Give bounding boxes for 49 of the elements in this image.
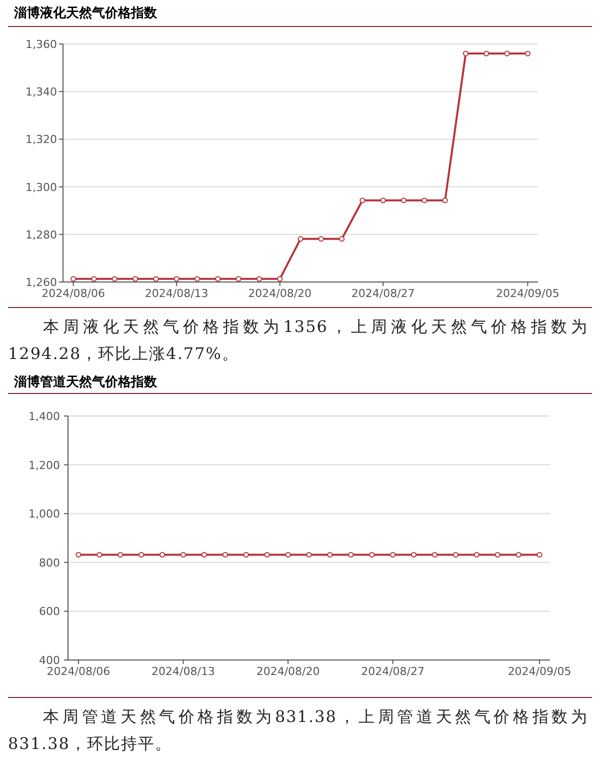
x-tick-label: 2024/08/27 <box>351 287 415 300</box>
point <box>236 276 242 282</box>
y-tick-label: 1,000 <box>28 508 60 521</box>
x-tick-label: 2024/08/06 <box>42 287 106 300</box>
text: 本周管道天然气价格指数为831.38，上周管道天然气价格指数为831.38，环比持平。 <box>8 706 588 755</box>
point <box>132 276 138 282</box>
point <box>422 198 428 204</box>
point <box>462 50 469 56</box>
text: 本周液化天然气价格指数为1356，上周液化天然气价格指数为1294.28，环比上涨4.77%。 <box>8 316 588 365</box>
point <box>91 276 97 282</box>
x-tick-label: 2024/09/05 <box>496 287 560 300</box>
y-tick-label: 1,320 <box>26 133 57 146</box>
x-tick-label: 2024/08/13 <box>152 665 215 678</box>
point <box>442 198 448 204</box>
y-tick-label: 1,360 <box>26 38 57 51</box>
x-tick-label: 2024/09/05 <box>508 665 572 678</box>
point <box>70 276 76 282</box>
point <box>277 276 283 282</box>
x-tick-label: 2024/08/27 <box>361 665 425 678</box>
point <box>256 276 262 282</box>
point <box>112 276 118 282</box>
point <box>504 50 510 56</box>
point <box>194 276 200 282</box>
point <box>360 198 366 204</box>
x-tick-label: 2024/08/13 <box>144 287 208 300</box>
x-tick-label: 2024/08/06 <box>46 665 110 678</box>
point <box>400 198 407 204</box>
point <box>484 50 490 56</box>
point <box>298 236 304 242</box>
y-tick-label: 400 <box>39 654 60 667</box>
y-tick-label: 800 <box>39 556 60 570</box>
point <box>174 276 180 282</box>
x-tick-label: 2024/08/20 <box>248 287 312 300</box>
point <box>318 236 324 242</box>
point <box>153 276 159 282</box>
y-tick-label: 1,260 <box>26 276 57 289</box>
y-tick-label: 1,400 <box>28 410 60 423</box>
y-tick-label: 1,300 <box>26 180 57 194</box>
point <box>524 50 530 56</box>
y-tick-label: 1,200 <box>28 458 60 472</box>
point <box>380 198 386 204</box>
chart-title: 淄博液化天然气价格指数 <box>14 4 157 22</box>
y-tick-label: 600 <box>39 605 60 618</box>
y-tick-label: 1,340 <box>26 86 57 99</box>
point <box>215 276 221 282</box>
chart-title: 淄博管道天然气价格指数 <box>14 374 157 391</box>
y-tick-label: 1,280 <box>26 228 57 242</box>
x-tick-label: 2024/08/20 <box>256 665 320 678</box>
point <box>339 236 345 242</box>
